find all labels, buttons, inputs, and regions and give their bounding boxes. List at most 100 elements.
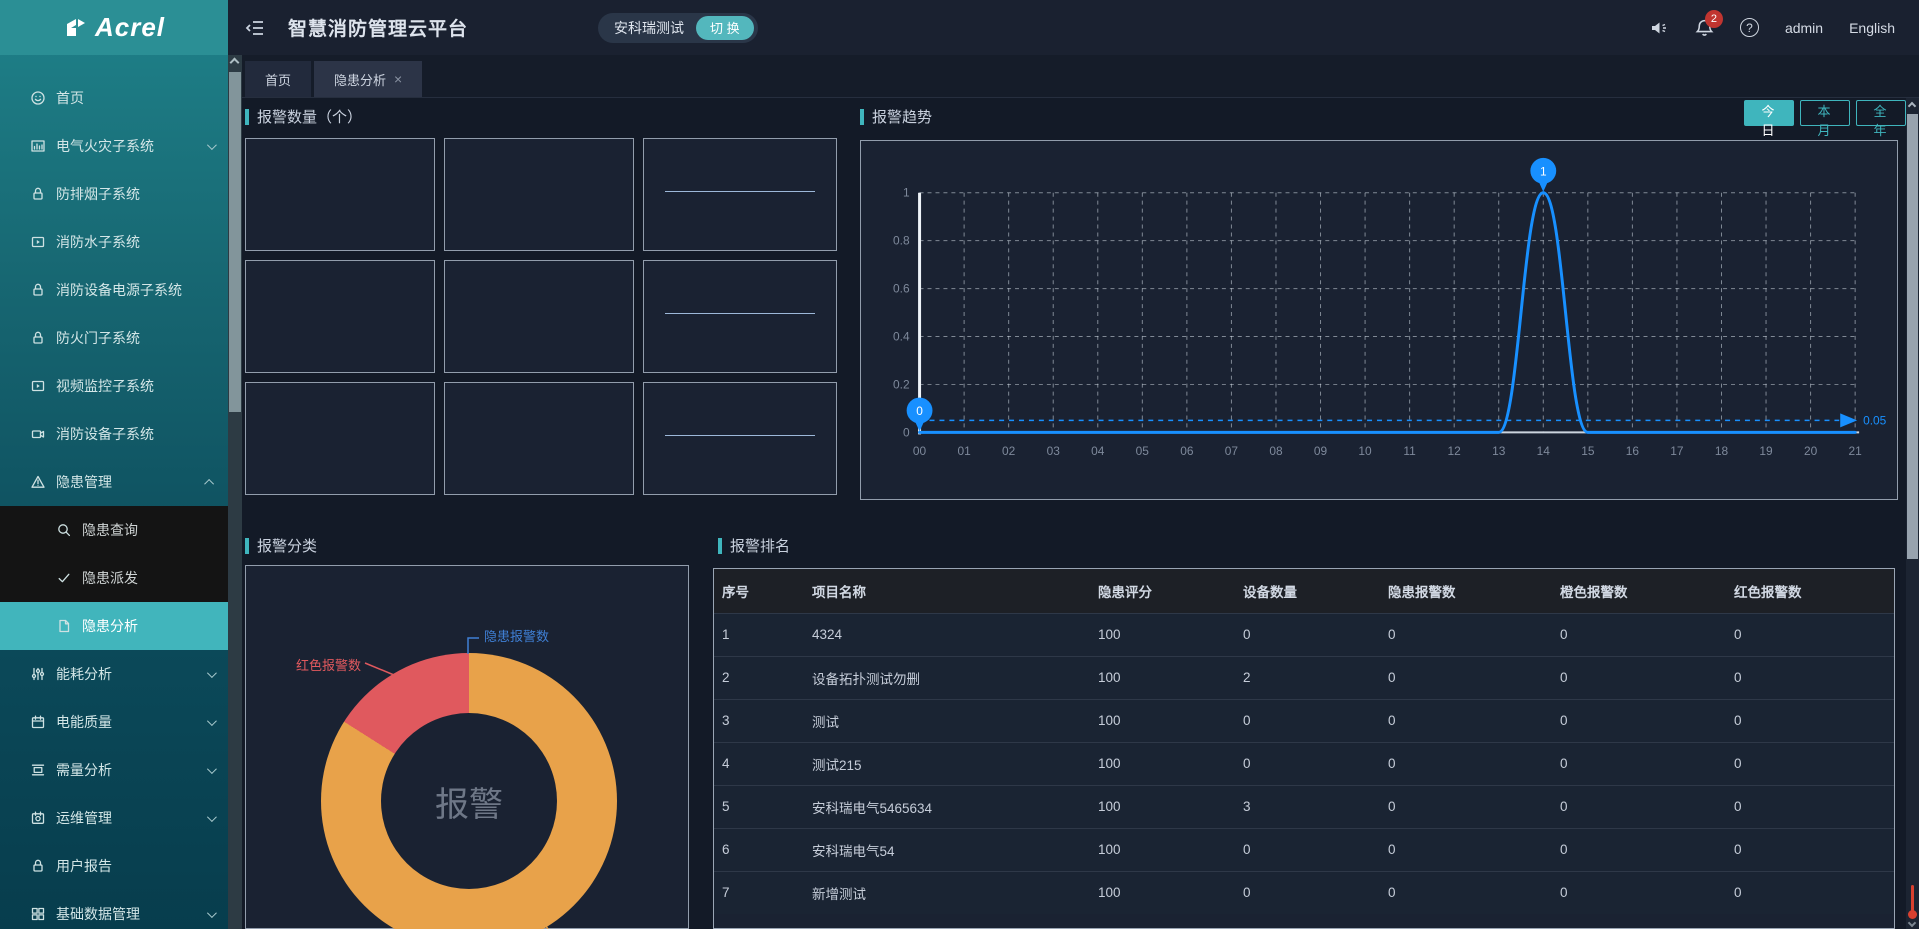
svg-text:0.4: 0.4 bbox=[893, 329, 910, 343]
sidebar-item-label: 消防设备子系统 bbox=[56, 424, 214, 444]
table-row-6[interactable]: 7新增测试1000000 bbox=[714, 871, 1895, 914]
svg-text:00: 00 bbox=[913, 444, 927, 458]
column-header: 序号 bbox=[714, 569, 804, 613]
svg-text:13: 13 bbox=[1492, 444, 1506, 458]
table-cell: 0 bbox=[1552, 871, 1726, 914]
table-cell: 0 bbox=[1552, 785, 1726, 828]
svg-text:17: 17 bbox=[1670, 444, 1684, 458]
svg-text:0: 0 bbox=[903, 425, 910, 439]
alarm-trend-panel: 00.20.40.60.8100010203040506070809101112… bbox=[860, 140, 1898, 500]
sidebar-item-12[interactable]: 能耗分析 bbox=[0, 650, 228, 698]
language-switcher[interactable]: English bbox=[1849, 20, 1895, 36]
trend-divider bbox=[665, 191, 815, 192]
table-cell: 3 bbox=[714, 699, 804, 742]
sidebar-item-label: 电能质量 bbox=[56, 712, 207, 732]
column-header: 橙色报警数 bbox=[1552, 569, 1726, 613]
table-header-row: 序号项目名称隐患评分设备数量隐患报警数橙色报警数红色报警数 bbox=[714, 569, 1895, 613]
title-accent-bar bbox=[718, 538, 722, 554]
table-cell: 0 bbox=[1380, 699, 1552, 742]
svg-text:0.8: 0.8 bbox=[893, 234, 910, 248]
sidebar-scrollbar[interactable] bbox=[228, 55, 242, 929]
table-row-5[interactable]: 6安科瑞电气541000000 bbox=[714, 828, 1895, 871]
sidebar-item-0[interactable]: 首页 bbox=[0, 74, 228, 122]
user-menu[interactable]: admin bbox=[1785, 20, 1823, 36]
svg-text:0.6: 0.6 bbox=[893, 282, 910, 296]
sidebar-item-11-active[interactable]: 隐患分析 bbox=[0, 602, 228, 650]
sidebar-item-4[interactable]: 消防设备电源子系统 bbox=[0, 266, 228, 314]
sidebar-item-label: 消防水子系统 bbox=[56, 232, 214, 252]
sidebar-item-16[interactable]: 用户报告 bbox=[0, 842, 228, 890]
table-cell: 100 bbox=[1090, 871, 1235, 914]
range-button-0-active[interactable]: 今 日 bbox=[1744, 100, 1794, 126]
table-row-0[interactable]: 143241000000 bbox=[714, 613, 1895, 656]
table-row-4[interactable]: 5安科瑞电气54656341003000 bbox=[714, 785, 1895, 828]
menu-collapse-icon[interactable] bbox=[244, 18, 266, 38]
sidebar-item-6[interactable]: 视频监控子系统 bbox=[0, 362, 228, 410]
table-cell: 100 bbox=[1090, 656, 1235, 699]
sidebar-item-10[interactable]: 隐患派发 bbox=[0, 554, 228, 602]
alarm-count-cards bbox=[245, 138, 837, 495]
range-button-1[interactable]: 本 月 bbox=[1800, 100, 1850, 126]
tab-bar: 首页隐患分析× bbox=[242, 55, 1919, 98]
table-cell: 0 bbox=[1726, 828, 1895, 871]
table-cell: 0 bbox=[1552, 699, 1726, 742]
table-cell: 0 bbox=[1726, 742, 1895, 785]
page-scroll-down-icon[interactable] bbox=[1908, 919, 1916, 927]
sidebar-item-14[interactable]: 需量分析 bbox=[0, 746, 228, 794]
table-cell: 0 bbox=[1235, 871, 1380, 914]
lock-icon bbox=[30, 186, 46, 202]
alarm-category-donut[interactable]: 报警 bbox=[321, 653, 617, 929]
sidebar-item-15[interactable]: 运维管理 bbox=[0, 794, 228, 842]
svg-text:08: 08 bbox=[1269, 444, 1283, 458]
table-row-2[interactable]: 3测试1000000 bbox=[714, 699, 1895, 742]
sidebar-item-17[interactable]: 基础数据管理 bbox=[0, 890, 228, 929]
sidebar-item-7[interactable]: 消防设备子系统 bbox=[0, 410, 228, 458]
broadcast-icon[interactable] bbox=[1649, 18, 1669, 38]
sidebar-item-label: 电气火灾子系统 bbox=[56, 136, 207, 156]
svg-text:16: 16 bbox=[1626, 444, 1640, 458]
table-cell: 0 bbox=[1726, 699, 1895, 742]
sidebar-scroll-up-icon[interactable] bbox=[230, 58, 240, 68]
sidebar-item-13[interactable]: 电能质量 bbox=[0, 698, 228, 746]
table-cell: 0 bbox=[1552, 828, 1726, 871]
donut-center-label: 报警 bbox=[435, 777, 503, 826]
page-scrollbar[interactable] bbox=[1906, 98, 1919, 929]
alarm-card-4 bbox=[444, 260, 634, 373]
tab-close-icon[interactable]: × bbox=[394, 71, 402, 87]
video-icon bbox=[30, 378, 46, 394]
trend-range-buttons: 今 日本 月全 年 bbox=[1744, 100, 1906, 126]
chevron-down-icon bbox=[207, 140, 217, 150]
chevron-down-icon bbox=[207, 812, 217, 822]
alarm-trend-chart[interactable]: 00.20.40.60.8100010203040506070809101112… bbox=[861, 141, 1897, 499]
sidebar-scroll-thumb[interactable] bbox=[229, 72, 241, 412]
switch-project-button[interactable]: 切 换 bbox=[696, 16, 754, 40]
table-cell: 3 bbox=[1235, 785, 1380, 828]
table-cell: 0 bbox=[1726, 785, 1895, 828]
table-row-3[interactable]: 4测试2151000000 bbox=[714, 742, 1895, 785]
sidebar-item-5[interactable]: 防火门子系统 bbox=[0, 314, 228, 362]
donut-label-red-alarms: 红色报警数 bbox=[296, 655, 361, 674]
sidebar-item-3[interactable]: 消防水子系统 bbox=[0, 218, 228, 266]
tab-0[interactable]: 首页 bbox=[245, 61, 311, 97]
calendar-icon bbox=[30, 714, 46, 730]
sidebar: Acrel 首页电气火灾子系统防排烟子系统消防水子系统消防设备电源子系统防火门子… bbox=[0, 0, 228, 929]
tab-1-active[interactable]: 隐患分析× bbox=[314, 61, 422, 97]
help-icon[interactable]: ? bbox=[1740, 18, 1759, 37]
sidebar-item-8[interactable]: 隐患管理 bbox=[0, 458, 228, 506]
table-cell: 新增测试 bbox=[804, 871, 1090, 914]
table-cell: 0 bbox=[1235, 742, 1380, 785]
table-cell: 7 bbox=[714, 871, 804, 914]
alarm-card-6 bbox=[245, 382, 435, 495]
sidebar-item-1[interactable]: 电气火灾子系统 bbox=[0, 122, 228, 170]
table-cell: 0 bbox=[1380, 785, 1552, 828]
sidebar-item-2[interactable]: 防排烟子系统 bbox=[0, 170, 228, 218]
page-scroll-thumb[interactable] bbox=[1907, 114, 1918, 559]
lock-icon bbox=[30, 858, 46, 874]
table-cell: 0 bbox=[1380, 656, 1552, 699]
page-scroll-up-icon[interactable] bbox=[1908, 102, 1916, 110]
range-button-2[interactable]: 全 年 bbox=[1856, 100, 1906, 126]
alarm-card-7 bbox=[444, 382, 634, 495]
sidebar-item-9[interactable]: 隐患查询 bbox=[0, 506, 228, 554]
notifications-bell-icon[interactable]: 2 bbox=[1695, 18, 1714, 38]
table-row-1[interactable]: 2设备拓扑测试勿删1002000 bbox=[714, 656, 1895, 699]
